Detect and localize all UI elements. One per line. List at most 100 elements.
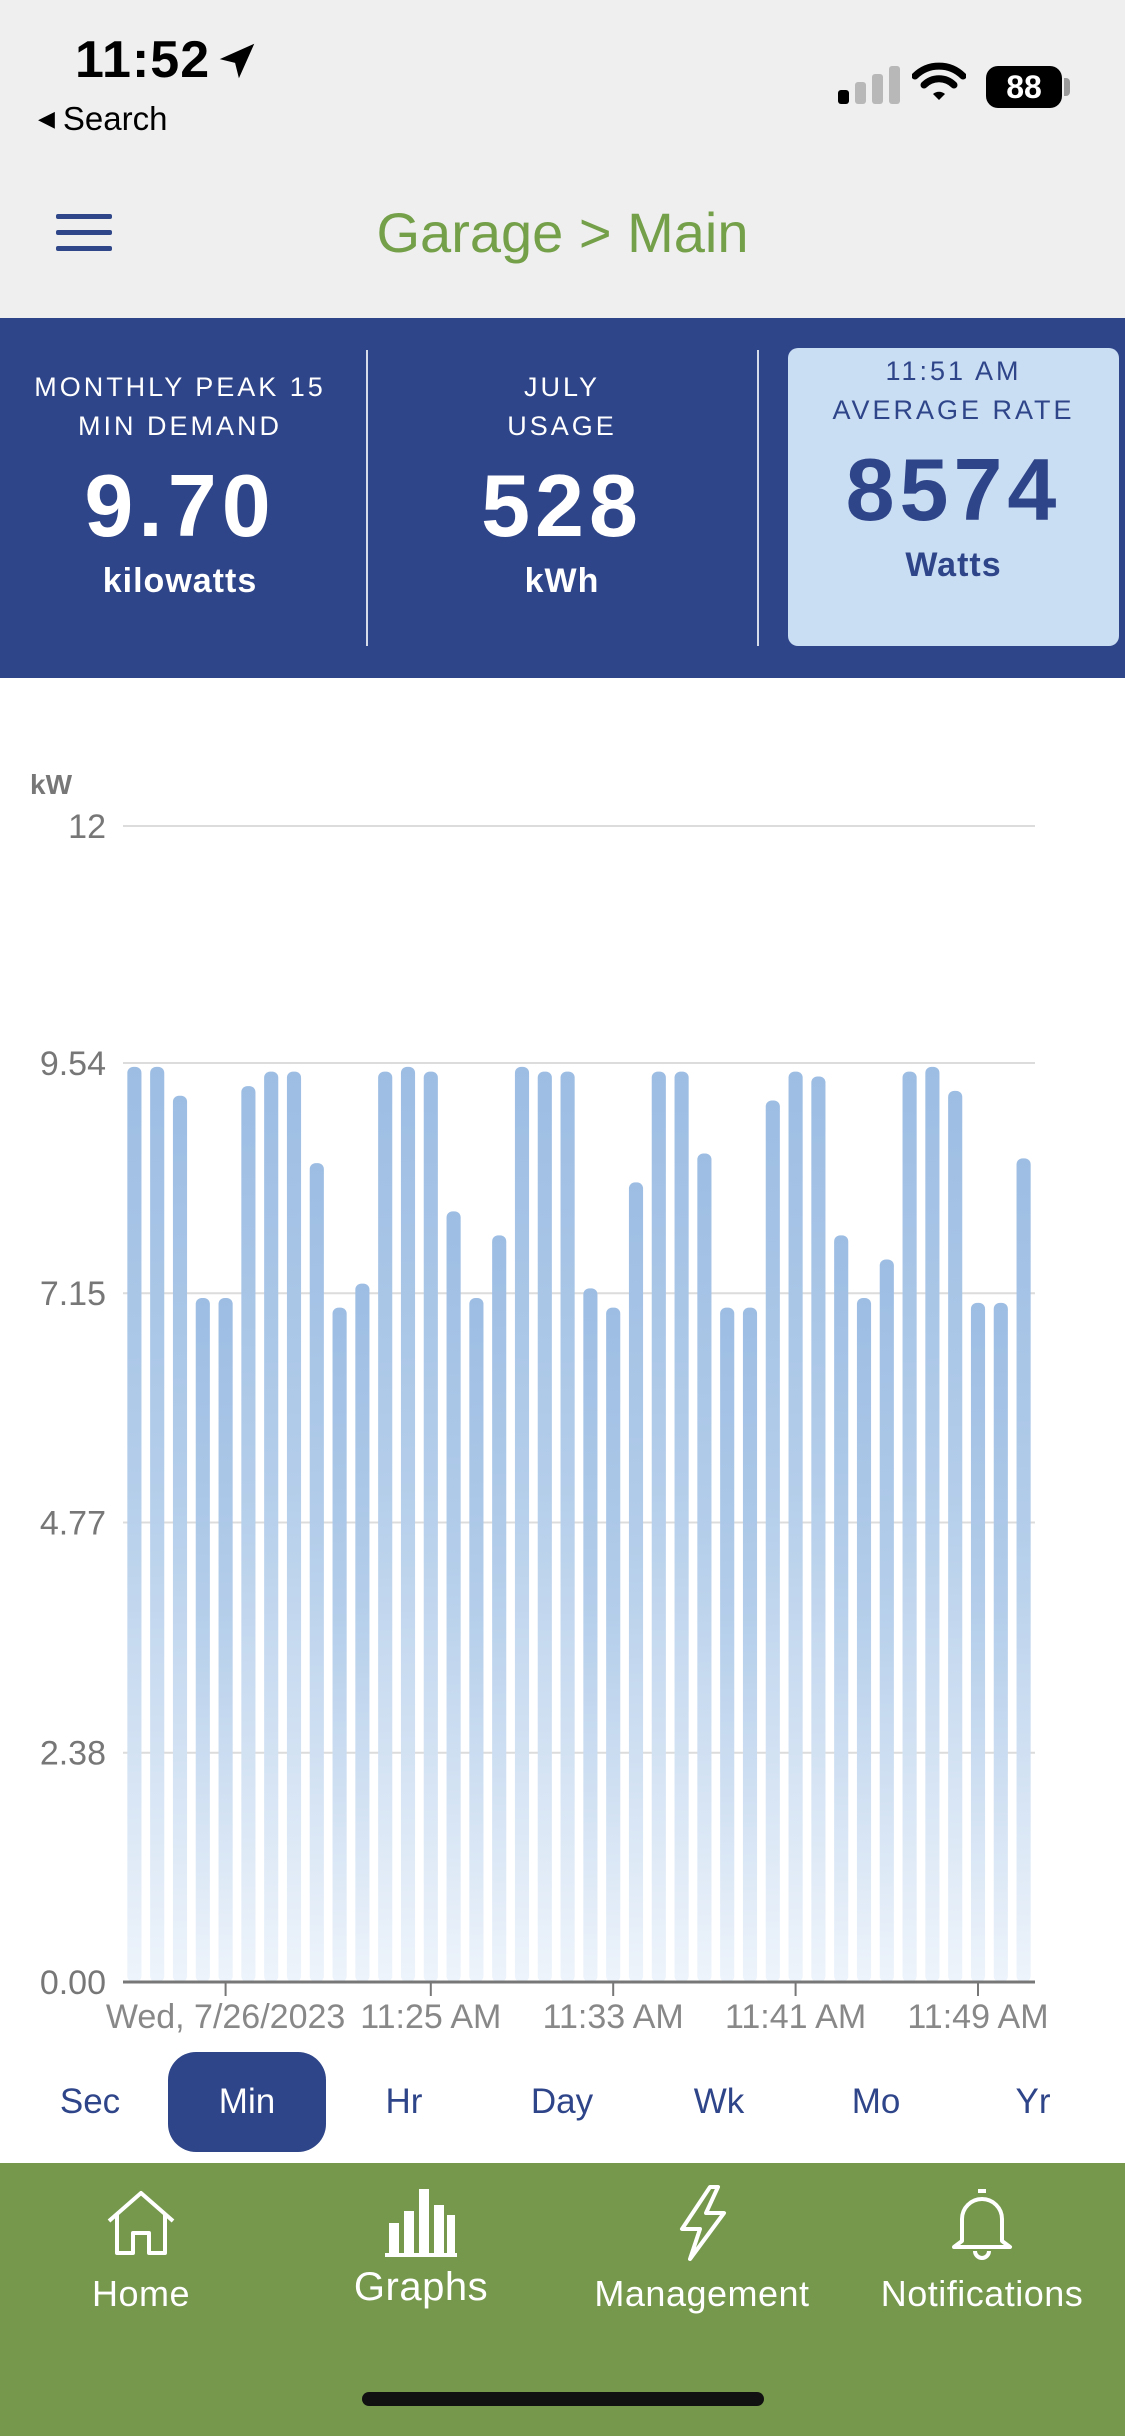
chart-bar[interactable] — [948, 1090, 963, 1982]
chart-bar[interactable] — [970, 1302, 986, 1982]
chart-bar[interactable] — [628, 1182, 644, 1982]
status-time: 11:52 — [75, 31, 211, 89]
chart-bar[interactable] — [172, 1095, 188, 1982]
chart-bar[interactable] — [378, 1071, 393, 1982]
chart-bar[interactable] — [218, 1298, 233, 1982]
back-to-search[interactable]: ◀ Search — [38, 100, 167, 138]
chart-bar[interactable] — [742, 1307, 758, 1982]
chart-bar[interactable] — [1016, 1158, 1031, 1982]
period-tab-min[interactable]: Min — [168, 2052, 326, 2152]
y-tick-label: 4.77 — [40, 1504, 106, 1542]
metric-label: MONTHLY PEAK 15 — [34, 372, 326, 402]
metric-divider — [757, 350, 759, 646]
nav-notifications[interactable]: Notifications — [852, 2183, 1112, 2315]
chart-bar[interactable] — [879, 1259, 894, 1983]
x-tick-label: 11:49 AM — [907, 1998, 1048, 2036]
metric-unit: kWh — [524, 562, 600, 600]
metric-label: USAGE — [507, 411, 617, 441]
period-tabs: Sec Min Hr Day Wk Mo Yr — [0, 2052, 1125, 2152]
x-tick-label: 11:33 AM — [543, 1998, 684, 2036]
chart-bar[interactable] — [902, 1071, 917, 1982]
x-tick-label: 11:41 AM — [725, 1998, 866, 2036]
nav-label: Management — [594, 2273, 810, 2314]
nav-label: Graphs — [353, 2265, 489, 2309]
metric-unit: kilowatts — [102, 562, 258, 600]
hamburger-menu-icon[interactable] — [56, 214, 112, 254]
back-triangle-icon: ◀ — [38, 106, 55, 131]
metric-monthly-usage[interactable]: JULY USAGE 528 kWh — [382, 348, 742, 646]
period-tab-wk[interactable]: Wk — [693, 2082, 745, 2121]
chart-bar[interactable] — [492, 1235, 507, 1982]
chart-bar[interactable] — [560, 1071, 575, 1982]
chart-bar[interactable] — [150, 1066, 165, 1982]
chart-bar[interactable] — [697, 1153, 712, 1982]
lightning-icon — [680, 2185, 726, 2261]
bottom-navigation: Home Graphs Management Notifications — [0, 2163, 1125, 2436]
metric-divider — [366, 350, 368, 646]
chart-bar[interactable] — [241, 1086, 256, 1982]
period-tab-day[interactable]: Day — [530, 2082, 594, 2121]
metric-value: 9.70 — [84, 456, 276, 555]
metric-label: MIN DEMAND — [78, 411, 282, 441]
chart-bar[interactable] — [537, 1071, 552, 1982]
chart-bar[interactable] — [720, 1307, 735, 1982]
chart-bar[interactable] — [856, 1298, 872, 1982]
top-bar: 11:52 ◀ Search 88 Garage > Main — [0, 0, 1125, 318]
period-tab-mo[interactable]: Mo — [851, 2082, 901, 2121]
metric-label: 11:51 AM — [885, 356, 1022, 386]
nav-label: Home — [91, 2273, 191, 2314]
chart-bar[interactable] — [195, 1298, 210, 1982]
chart-bar[interactable] — [264, 1071, 279, 1982]
nav-graphs[interactable]: Graphs — [291, 2183, 551, 2310]
chart-bar[interactable] — [423, 1071, 438, 1982]
chart-bar[interactable] — [446, 1211, 461, 1982]
chart-bar[interactable] — [514, 1066, 530, 1982]
chart-bar[interactable] — [469, 1298, 484, 1982]
chart-bar[interactable] — [765, 1100, 780, 1982]
y-tick-label: 2.38 — [40, 1735, 106, 1773]
y-tick-label: 12 — [68, 808, 106, 846]
chart-bar[interactable] — [788, 1071, 803, 1982]
nav-home[interactable]: Home — [11, 2183, 271, 2315]
period-tab-hr[interactable]: Hr — [385, 2082, 423, 2121]
metric-average-rate[interactable]: 11:51 AM AVERAGE RATE 8574 Watts — [788, 348, 1119, 646]
chart-bar[interactable] — [355, 1283, 370, 1982]
chart-bar[interactable] — [993, 1302, 1008, 1982]
metric-value: 528 — [481, 456, 643, 555]
bar-chart-icon — [385, 2189, 457, 2257]
battery-level: 88 — [986, 66, 1062, 108]
nav-management[interactable]: Management — [572, 2183, 832, 2315]
period-tab-sec[interactable]: Sec — [59, 2082, 121, 2121]
chart-bar[interactable] — [332, 1307, 347, 1982]
battery-tip — [1064, 78, 1070, 96]
chart-bar[interactable] — [811, 1076, 826, 1982]
chart-bar[interactable] — [286, 1071, 302, 1982]
chart-bar[interactable] — [400, 1066, 416, 1982]
y-axis-label: kW — [30, 769, 73, 800]
y-tick-label: 7.15 — [40, 1275, 106, 1313]
page-title: Garage > Main — [376, 201, 749, 264]
chart-bar[interactable] — [127, 1066, 142, 1982]
nav-label: Notifications — [880, 2273, 1084, 2314]
bell-icon — [952, 2189, 1012, 2260]
chart-bar[interactable] — [651, 1071, 666, 1982]
x-tick-label: Wed, 7/26/2023 — [106, 1998, 345, 2036]
chart-bar[interactable] — [674, 1071, 689, 1982]
cellular-signal-icon — [838, 66, 900, 104]
metric-unit: Watts — [905, 546, 1002, 584]
chart-bar[interactable] — [834, 1235, 849, 1982]
chart-bar[interactable] — [925, 1066, 940, 1982]
wifi-icon — [912, 62, 966, 100]
home-indicator[interactable] — [362, 2392, 764, 2406]
chart-bar[interactable] — [583, 1288, 598, 1982]
chart-bar[interactable] — [309, 1163, 324, 1982]
home-icon — [107, 2191, 175, 2255]
metrics-banner: MONTHLY PEAK 15 MIN DEMAND 9.70 kilowatt… — [0, 318, 1125, 678]
x-tick-label: 11:25 AM — [360, 1998, 501, 2036]
chart-bar[interactable] — [606, 1307, 621, 1982]
y-tick-label: 9.54 — [40, 1045, 106, 1083]
usage-chart[interactable]: kW 12 9.54 7.15 4.77 2.38 0.00 Wed, 7/26/2023 11… — [0, 740, 1125, 2040]
period-tab-yr[interactable]: Yr — [1015, 2082, 1051, 2121]
metric-peak-demand[interactable]: MONTHLY PEAK 15 MIN DEMAND 9.70 kilowatt… — [0, 348, 360, 646]
